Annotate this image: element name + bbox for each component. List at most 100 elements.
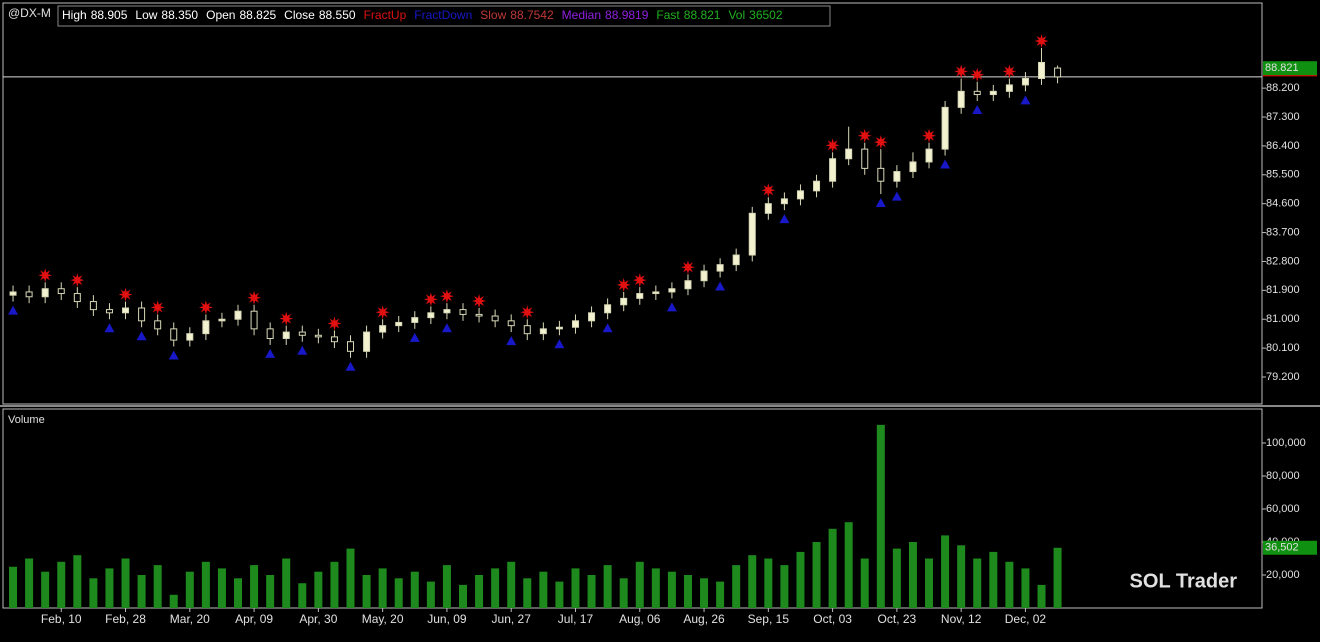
header-label: Vol [728, 8, 745, 22]
x-tick-label: Sep, 15 [748, 612, 790, 626]
fractal-up [922, 128, 936, 143]
fractal-up [118, 287, 133, 302]
volume-bar [426, 581, 435, 608]
volume-bar [667, 571, 676, 608]
fractal-down [506, 336, 517, 346]
volume-bar [410, 571, 419, 608]
candle-body [41, 288, 49, 298]
candle-body [1021, 78, 1029, 86]
candle-body [507, 320, 515, 327]
candle-body [716, 264, 724, 272]
volume-bar [571, 568, 580, 608]
candle-body [620, 297, 628, 306]
volume-bar [523, 578, 532, 608]
candle-body [459, 309, 467, 315]
volume-bar [619, 578, 628, 608]
candle-body [1038, 61, 1046, 80]
candle-body [9, 291, 17, 296]
header-value: 88.9819 [605, 8, 649, 22]
candle-body [555, 326, 563, 330]
volume-bar [700, 578, 709, 608]
volume-bar [41, 571, 50, 608]
fractal-down [104, 323, 115, 333]
candle-body [443, 309, 451, 314]
candle-body [748, 212, 756, 256]
volume-bar [491, 568, 500, 608]
header-value: 88.550 [319, 8, 356, 22]
header-label: Slow [480, 8, 506, 22]
candle-body [154, 320, 162, 330]
fractal-up [38, 268, 53, 283]
y-tick-label: 81.000 [1266, 313, 1300, 325]
volume-bar [635, 561, 644, 608]
volume-bar [1021, 568, 1030, 608]
fractal-down [265, 348, 276, 358]
volume-bar [137, 575, 146, 608]
fractal-up [825, 138, 840, 153]
y-tick-label: 85.500 [1266, 169, 1300, 181]
candle-body [973, 90, 981, 96]
header-label: Low [135, 8, 157, 22]
candle-body [379, 325, 387, 333]
x-tick-label: Oct, 23 [878, 612, 917, 626]
fractal-up [761, 183, 776, 198]
volume-bar [169, 594, 178, 608]
candle-body [989, 90, 997, 96]
header-label: Median [562, 8, 601, 22]
fractal-down [875, 198, 886, 208]
volume-bar [716, 581, 725, 608]
volume-bar [780, 565, 789, 608]
candle-body [282, 331, 290, 339]
candle-body [218, 318, 226, 322]
volume-bar [908, 542, 917, 608]
x-tick-label: Jun, 27 [492, 612, 532, 626]
candle-body [668, 288, 676, 293]
candle-body [700, 270, 708, 282]
x-tick-label: Apr, 09 [235, 612, 273, 626]
volume-bar [362, 575, 371, 608]
header-value: 88.821 [684, 8, 721, 22]
volume-bar [458, 584, 467, 608]
candle-body [957, 90, 965, 108]
candle-body [170, 328, 178, 341]
candle-body [1005, 84, 1013, 92]
fractal-up [279, 311, 294, 326]
volume-bar [250, 565, 259, 608]
x-tick-label: Oct, 03 [813, 612, 852, 626]
x-tick-label: Aug, 06 [619, 612, 661, 626]
candle-body [186, 333, 194, 341]
fractal-up [70, 273, 85, 288]
fractal-down [1020, 95, 1031, 105]
header-label: FractDown [414, 8, 472, 22]
fractal-down [441, 323, 452, 333]
price-marker-label: 88.821 [1265, 62, 1299, 74]
candle-body [925, 148, 933, 163]
fractal-down [409, 332, 420, 342]
volume-bar [153, 565, 162, 608]
volume-bar [282, 558, 291, 608]
candle-body [202, 320, 210, 335]
fractal-up [327, 316, 342, 331]
volume-bar [764, 558, 773, 608]
x-tick-label: Apr, 30 [299, 612, 337, 626]
x-tick-label: May, 20 [362, 612, 404, 626]
volume-title: Volume [8, 414, 45, 426]
volume-bar [314, 571, 323, 608]
fractal-down [168, 350, 179, 360]
fractal-up [857, 128, 872, 143]
volume-bar [378, 568, 387, 608]
volume-bar [876, 424, 885, 608]
fractal-up [873, 135, 888, 150]
fractal-up [150, 300, 165, 315]
fractal-down [779, 214, 790, 224]
candle-body [845, 148, 853, 160]
fractal-down [297, 345, 308, 355]
volume-marker-label: 36,502 [1265, 542, 1299, 554]
candle-body [73, 293, 81, 303]
volume-marker [1263, 540, 1317, 555]
volume-bar [9, 566, 18, 608]
x-tick-label: Mar, 20 [170, 612, 210, 626]
volume-bar [57, 561, 66, 608]
fractal-down [554, 339, 565, 349]
